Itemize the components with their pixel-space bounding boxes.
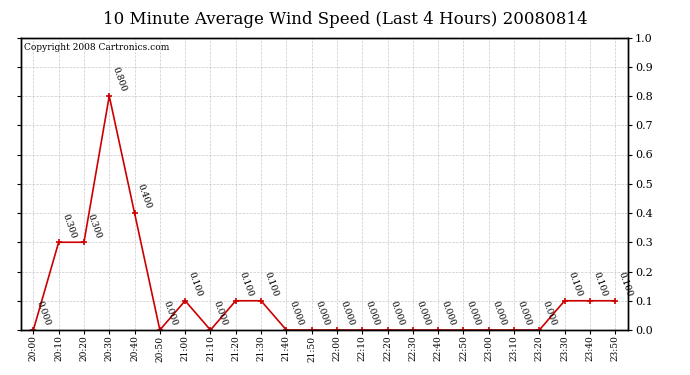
- Text: 0.100: 0.100: [237, 271, 255, 298]
- Text: 0.100: 0.100: [591, 271, 609, 298]
- Text: Copyright 2008 Cartronics.com: Copyright 2008 Cartronics.com: [23, 44, 169, 52]
- Text: 0.000: 0.000: [440, 300, 457, 327]
- Text: 0.000: 0.000: [161, 300, 179, 327]
- Text: 0.000: 0.000: [338, 300, 355, 327]
- Text: 0.100: 0.100: [262, 271, 279, 298]
- Text: 0.000: 0.000: [313, 300, 331, 327]
- Text: 0.100: 0.100: [566, 271, 583, 298]
- Text: 0.000: 0.000: [414, 300, 431, 327]
- Text: 0.100: 0.100: [186, 271, 204, 298]
- Text: 0.300: 0.300: [60, 212, 77, 240]
- Text: 0.000: 0.000: [515, 300, 533, 327]
- Text: 10 Minute Average Wind Speed (Last 4 Hours) 20080814: 10 Minute Average Wind Speed (Last 4 Hou…: [103, 11, 587, 28]
- Text: 0.000: 0.000: [212, 300, 229, 327]
- Text: 0.000: 0.000: [364, 300, 381, 327]
- Text: 0.100: 0.100: [617, 271, 634, 298]
- Text: 0.800: 0.800: [110, 66, 128, 93]
- Text: 0.300: 0.300: [86, 212, 103, 240]
- Text: 0.000: 0.000: [389, 300, 406, 327]
- Text: 0.000: 0.000: [465, 300, 482, 327]
- Text: 0.000: 0.000: [288, 300, 305, 327]
- Text: 0.000: 0.000: [541, 300, 558, 327]
- Text: 0.000: 0.000: [490, 300, 507, 327]
- Text: 0.000: 0.000: [34, 300, 52, 327]
- Text: 0.400: 0.400: [136, 183, 153, 210]
